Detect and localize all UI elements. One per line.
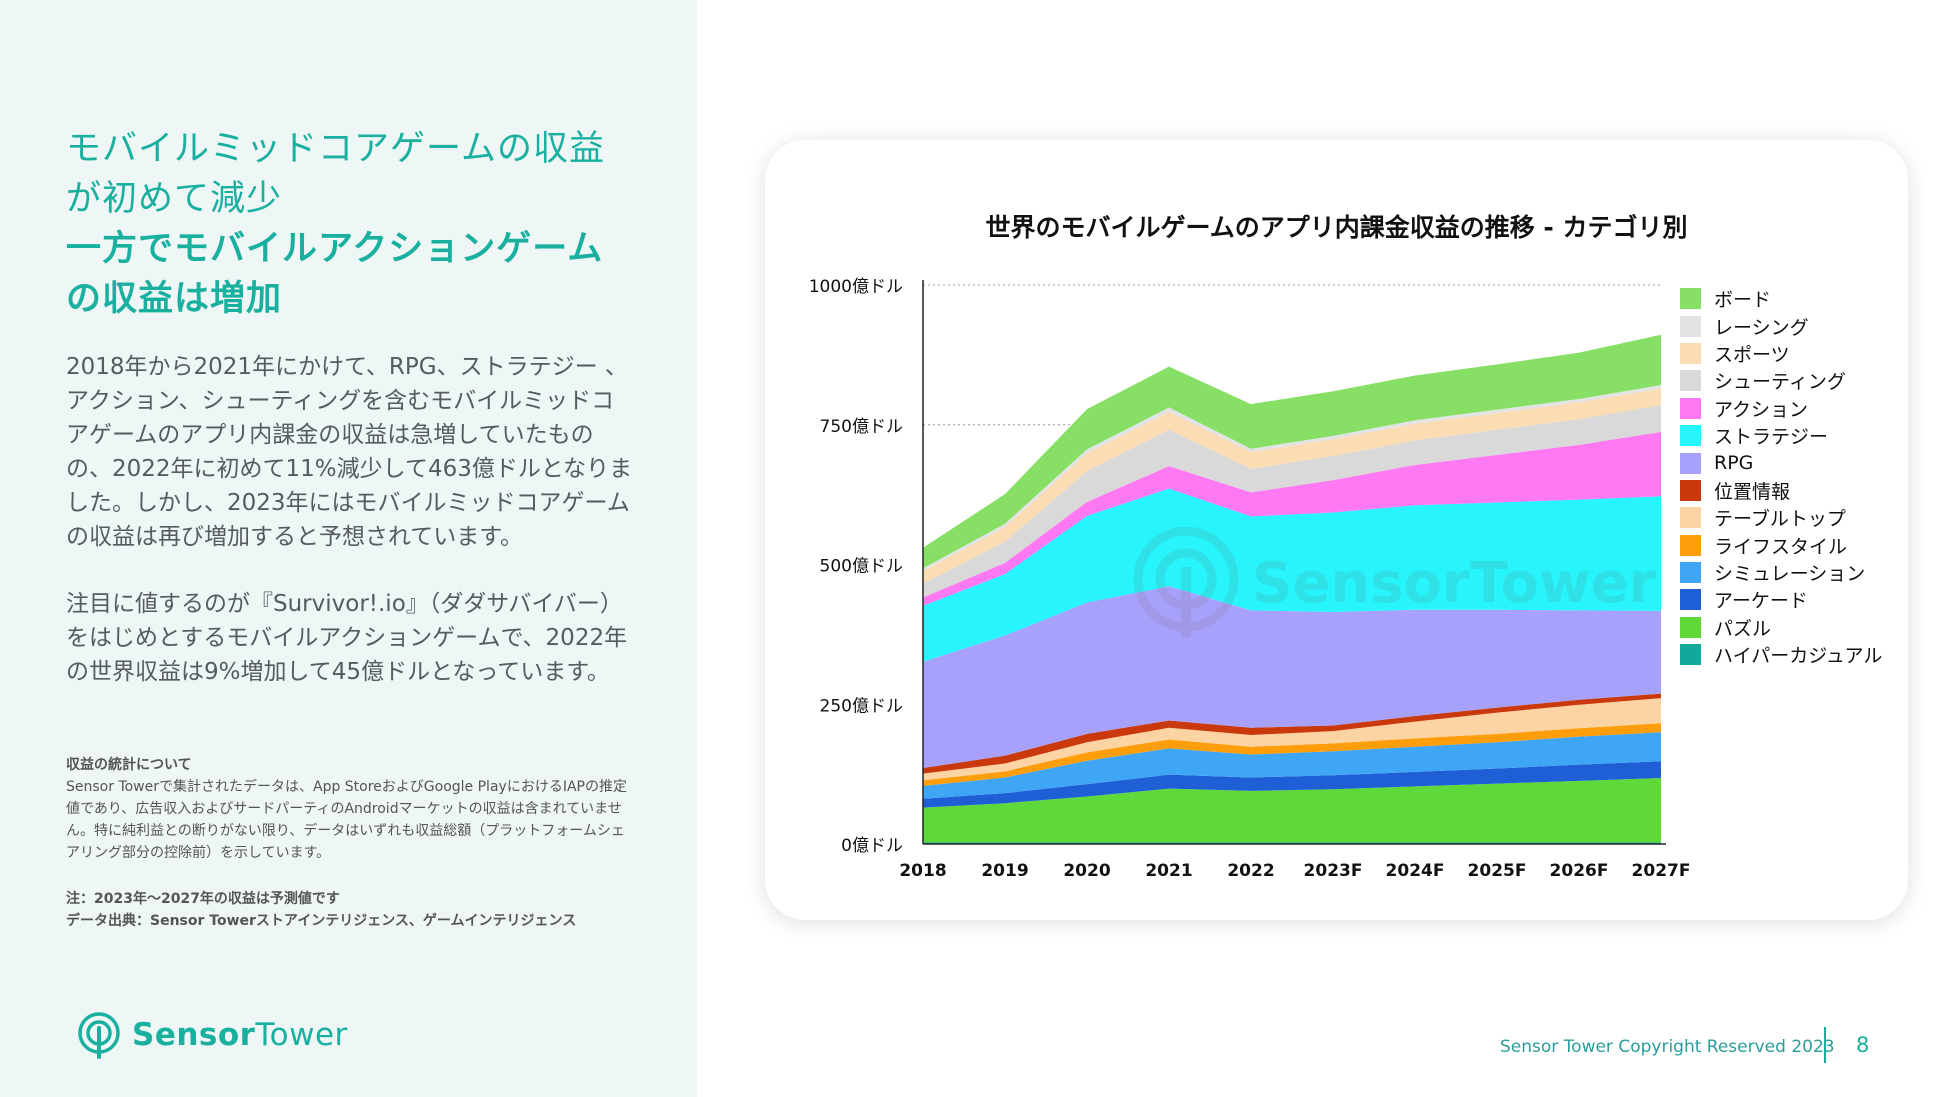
notes-title: 収益の統計について xyxy=(66,757,192,773)
area-series-ライフスタイル xyxy=(923,723,1661,786)
legend-label: アーケード xyxy=(1714,590,1808,613)
legend-label: RPG xyxy=(1714,452,1754,475)
x-tick-label: 2024F xyxy=(1386,861,1445,881)
forecast-note: 注：2023年〜2027年の収益は予測値です xyxy=(66,891,340,907)
x-tick-label: 2022 xyxy=(1227,861,1274,881)
legend-swatch xyxy=(1680,452,1701,474)
legend-item: アクション xyxy=(1680,395,1882,422)
legend-item: RPG xyxy=(1680,449,1882,476)
sensor-tower-logo-icon xyxy=(78,1012,120,1059)
legend-label: アクション xyxy=(1714,398,1809,421)
legend-swatch xyxy=(1680,644,1701,666)
left-panel: モバイルミッドコアゲームの収益 が初めて減少 一方でモバイルアクションゲーム の… xyxy=(0,0,697,1097)
y-tick-label: 500億ドル xyxy=(820,557,903,577)
legend-item: スポーツ xyxy=(1680,340,1882,367)
legend-item: シミュレーション xyxy=(1680,559,1882,586)
legend-swatch xyxy=(1680,534,1701,556)
x-tick-label: 2019 xyxy=(981,861,1028,881)
headline-line-2a: 一方でモバイルアクションゲーム xyxy=(66,229,604,269)
chart-title: 世界のモバイルゲームのアプリ内課金収益の推移 - カテゴリ別 xyxy=(985,213,1688,242)
legend-item: シューティング xyxy=(1680,367,1882,394)
paragraph-1: 2018年から2021年にかけて、RPG、ストラテジー 、アクション、シューティ… xyxy=(66,354,633,550)
legend-label: パズル xyxy=(1714,617,1772,640)
area-series-テーブルトップ xyxy=(923,698,1661,781)
legend-swatch xyxy=(1680,616,1701,638)
legend-label: ストラテジー xyxy=(1714,426,1829,449)
watermark: SensorTower xyxy=(1130,527,1656,639)
legend-swatch xyxy=(1680,288,1701,310)
legend-label: スポーツ xyxy=(1714,343,1790,366)
source-notes: 注：2023年〜2027年の収益は予測値です データ出典：Sensor Towe… xyxy=(66,888,636,932)
legend-label: テーブルトップ xyxy=(1714,508,1846,531)
data-source: データ出典：Sensor Towerストアインテリジェンス、ゲームインテリジェン… xyxy=(66,913,577,929)
legend-label: シューティング xyxy=(1714,371,1846,394)
headline-line-2b: の収益は増加 xyxy=(66,279,283,319)
y-tick-label: 0億ドル xyxy=(841,836,903,856)
x-tick-label: 2020 xyxy=(1063,861,1110,881)
legend-label: シミュレーション xyxy=(1714,563,1866,586)
legend-label: レーシング xyxy=(1714,316,1809,339)
legend-swatch xyxy=(1680,315,1701,337)
chart-card: 世界のモバイルゲームのアプリ内課金収益の推移 - カテゴリ別 0億ドル 250億ド… xyxy=(765,140,1908,920)
legend-swatch xyxy=(1680,589,1701,611)
x-tick-label: 2018 xyxy=(899,861,946,881)
legend-item: ストラテジー xyxy=(1680,422,1882,449)
area-series-シミュレーション xyxy=(923,732,1661,799)
legend-label: ボード xyxy=(1714,289,1772,312)
legend-label: 位置情報 xyxy=(1714,480,1791,503)
y-tick-label: 750億ドル xyxy=(820,417,903,437)
legend-swatch xyxy=(1680,425,1701,447)
area-series-ストラテジー xyxy=(923,488,1661,662)
x-tick-label: 2023F xyxy=(1304,861,1363,881)
legend-swatch xyxy=(1680,562,1701,584)
notes-body: Sensor Towerで集計されたデータは、App StoreおよびGoogl… xyxy=(66,779,627,861)
y-tick-label: 1000億ドル xyxy=(809,277,903,297)
legend-item: アーケード xyxy=(1680,586,1882,613)
headline-line-1a: モバイルミッドコアゲームの収益 xyxy=(66,129,605,169)
x-tick-label: 2025F xyxy=(1468,861,1527,881)
footer-copyright: Sensor Tower Copyright Reserved 2023 xyxy=(1500,1037,1835,1057)
area-series-ボード xyxy=(923,334,1661,569)
watermark-logo-icon xyxy=(1133,527,1239,637)
legend-item: ボード xyxy=(1680,285,1882,312)
legend-item: テーブルトップ xyxy=(1680,504,1882,531)
stacked-area-chart: 0億ドル 250億ドル 500億ドル 750億ドル 1000億ドル 2018 2019 202… xyxy=(809,277,1691,881)
legend-item: 位置情報 xyxy=(1680,477,1882,504)
legend-item: パズル xyxy=(1680,614,1882,641)
legend-item: レーシング xyxy=(1680,312,1882,339)
area-series-アクション xyxy=(923,432,1661,606)
headline: モバイルミッドコアゲームの収益 が初めて減少 一方でモバイルアクションゲーム の… xyxy=(66,124,646,324)
area-series-スポーツ xyxy=(923,388,1661,584)
legend-item: ライフスタイル xyxy=(1680,532,1882,559)
area-series-アーケード xyxy=(923,761,1661,808)
legend-swatch xyxy=(1680,397,1701,419)
area-series-RPG xyxy=(923,586,1661,768)
chart-legend: ボードレーシングスポーツシューティング アクションストラテジー RPG 位置情報テーブ… xyxy=(1680,285,1882,668)
logo-text-tower: Tower xyxy=(255,1017,348,1053)
logo-text: SensorTower xyxy=(132,1017,348,1053)
legend-swatch xyxy=(1680,342,1701,364)
x-tick-label: 2026F xyxy=(1550,861,1609,881)
legend-label: ハイパーカジュアル xyxy=(1714,645,1883,668)
legend-swatch xyxy=(1680,507,1701,529)
footer-divider xyxy=(1824,1027,1826,1063)
headline-line-1b: が初めて減少 xyxy=(66,179,283,219)
y-tick-label: 250億ドル xyxy=(820,696,903,716)
area-series-シューティング xyxy=(923,405,1661,598)
legend-label: ライフスタイル xyxy=(1714,535,1848,558)
page-number: 8 xyxy=(1856,1033,1870,1057)
area-series-パズル xyxy=(923,778,1661,843)
watermark-text: SensorTower xyxy=(1252,550,1657,616)
paragraph-2: 注目に値するのが『Survivor!.io』（ダダサバイバー）をはじめとするモバ… xyxy=(66,591,628,685)
legend-swatch xyxy=(1680,370,1701,392)
legend-swatch xyxy=(1680,479,1701,501)
legend-item: ハイパーカジュアル xyxy=(1680,641,1882,668)
stats-notes: 収益の統計について Sensor Towerで集計されたデータは、App Sto… xyxy=(66,754,636,864)
logo-text-sensor: Sensor xyxy=(132,1017,256,1053)
sensor-tower-logo: SensorTower xyxy=(76,1011,348,1059)
area-series-位置情報 xyxy=(923,693,1661,774)
x-tick-label: 2027F xyxy=(1632,861,1691,881)
x-tick-label: 2021 xyxy=(1145,861,1192,881)
